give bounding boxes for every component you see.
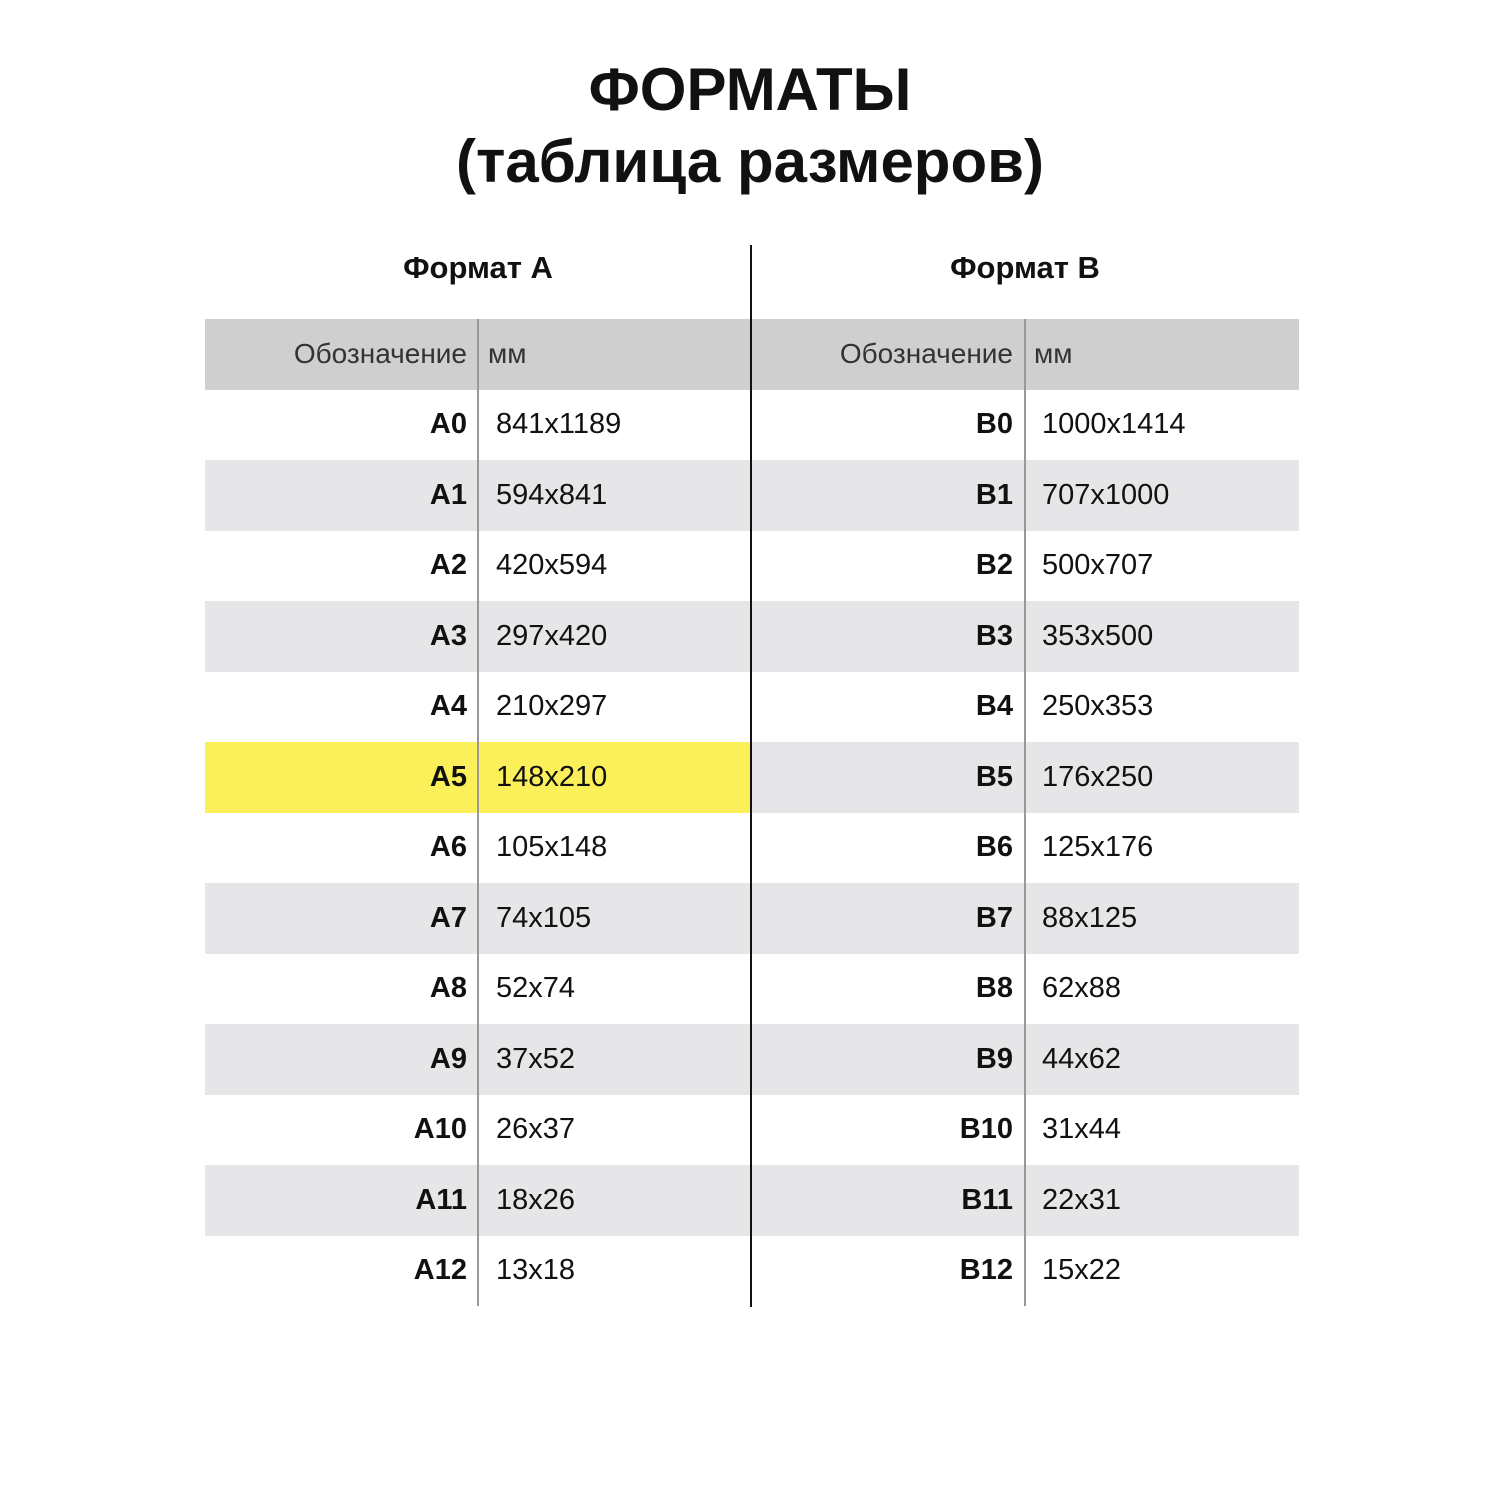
format-size-mm: 15x22 bbox=[1042, 1254, 1122, 1287]
format-designation: B11 bbox=[961, 1183, 1013, 1216]
format-size-mm: 13x18 bbox=[496, 1254, 576, 1287]
format-designation: B2 bbox=[975, 549, 1013, 582]
format-b-table: Обозначение мм B0 1000x1414 B1 707x1000 B2 500x… bbox=[751, 319, 1299, 1306]
header-mm: мм bbox=[488, 338, 527, 370]
format-size-mm: 353x500 bbox=[1042, 619, 1154, 652]
format-designation: B6 bbox=[975, 831, 1013, 864]
format-designation: B8 bbox=[975, 972, 1013, 1005]
format-size-mm: 250x353 bbox=[1042, 690, 1154, 723]
format-designation: A10 bbox=[413, 1113, 467, 1146]
format-size-mm: 297x420 bbox=[496, 619, 608, 652]
format-a-heading: Формат А bbox=[403, 250, 553, 285]
format-size-mm: 420x594 bbox=[496, 549, 608, 582]
table-row: A8 52x74 bbox=[205, 954, 751, 1025]
format-designation: A5 bbox=[429, 760, 467, 793]
format-size-mm: 44x62 bbox=[1042, 1042, 1122, 1075]
format-size-mm: 594x841 bbox=[496, 478, 608, 511]
table-row: B6 125x176 bbox=[751, 813, 1299, 884]
format-designation: B0 bbox=[975, 408, 1013, 441]
format-designation: A3 bbox=[429, 619, 467, 652]
format-size-mm: 148x210 bbox=[496, 760, 608, 793]
format-size-mm: 88x125 bbox=[1042, 901, 1138, 934]
format-designation: A1 bbox=[429, 478, 467, 511]
header-designation: Обозначение bbox=[293, 338, 467, 370]
table-row: A2 420x594 bbox=[205, 531, 751, 602]
format-size-mm: 176x250 bbox=[1042, 760, 1154, 793]
format-size-mm: 52x74 bbox=[496, 972, 576, 1005]
table-row: B4 250x353 bbox=[751, 672, 1299, 743]
table-row: A4 210x297 bbox=[205, 672, 751, 743]
format-designation: B4 bbox=[975, 690, 1013, 723]
table-row: B10 31x44 bbox=[751, 1095, 1299, 1166]
table-row: B0 1000x1414 bbox=[751, 390, 1299, 461]
table-row: A10 26x37 bbox=[205, 1095, 751, 1166]
format-size-mm: 1000x1414 bbox=[1042, 408, 1186, 441]
format-designation: B3 bbox=[975, 619, 1013, 652]
column-divider bbox=[477, 319, 479, 1306]
format-size-mm: 105x148 bbox=[496, 831, 608, 864]
format-size-mm: 841x1189 bbox=[496, 408, 622, 441]
format-designation: A7 bbox=[429, 901, 467, 934]
format-designation: A4 bbox=[429, 690, 467, 723]
table-divider bbox=[750, 245, 752, 1307]
format-size-mm: 62x88 bbox=[1042, 972, 1122, 1005]
format-size-mm: 31x44 bbox=[1042, 1113, 1122, 1146]
format-designation: A0 bbox=[429, 408, 467, 441]
format-size-mm: 22x31 bbox=[1042, 1183, 1122, 1216]
format-size-mm: 37x52 bbox=[496, 1042, 576, 1075]
format-designation: A2 bbox=[429, 549, 467, 582]
format-size-mm: 500x707 bbox=[1042, 549, 1154, 582]
format-designation: B7 bbox=[975, 901, 1013, 934]
format-designation: B5 bbox=[975, 760, 1013, 793]
header-mm: мм bbox=[1034, 338, 1073, 370]
page-title: ФОРМАТЫ bbox=[588, 56, 912, 123]
format-designation: A6 bbox=[429, 831, 467, 864]
format-designation: B9 bbox=[975, 1042, 1013, 1075]
table-row: B8 62x88 bbox=[751, 954, 1299, 1025]
table-row: A0 841x1189 bbox=[205, 390, 751, 461]
format-designation: B1 bbox=[975, 478, 1013, 511]
table-row: B2 500x707 bbox=[751, 531, 1299, 602]
format-designation: A8 bbox=[429, 972, 467, 1005]
format-size-mm: 210x297 bbox=[496, 690, 608, 723]
format-b-heading: Формат В bbox=[950, 250, 1100, 285]
format-designation: A9 bbox=[429, 1042, 467, 1075]
format-designation: B10 bbox=[959, 1113, 1013, 1146]
format-size-mm: 26x37 bbox=[496, 1113, 576, 1146]
format-designation: A11 bbox=[415, 1183, 467, 1216]
format-size-mm: 18x26 bbox=[496, 1183, 576, 1216]
page-subtitle: (таблица размеров) bbox=[456, 128, 1044, 195]
header-designation: Обозначение bbox=[839, 338, 1013, 370]
table-row: A6 105x148 bbox=[205, 813, 751, 884]
format-size-mm: 707x1000 bbox=[1042, 478, 1170, 511]
format-size-mm: 125x176 bbox=[1042, 831, 1154, 864]
column-divider bbox=[1024, 319, 1026, 1306]
format-designation: A12 bbox=[413, 1254, 467, 1287]
table-row: A12 13x18 bbox=[205, 1236, 751, 1307]
format-designation: B12 bbox=[959, 1254, 1013, 1287]
format-size-mm: 74x105 bbox=[496, 901, 592, 934]
table-row: B12 15x22 bbox=[751, 1236, 1299, 1307]
